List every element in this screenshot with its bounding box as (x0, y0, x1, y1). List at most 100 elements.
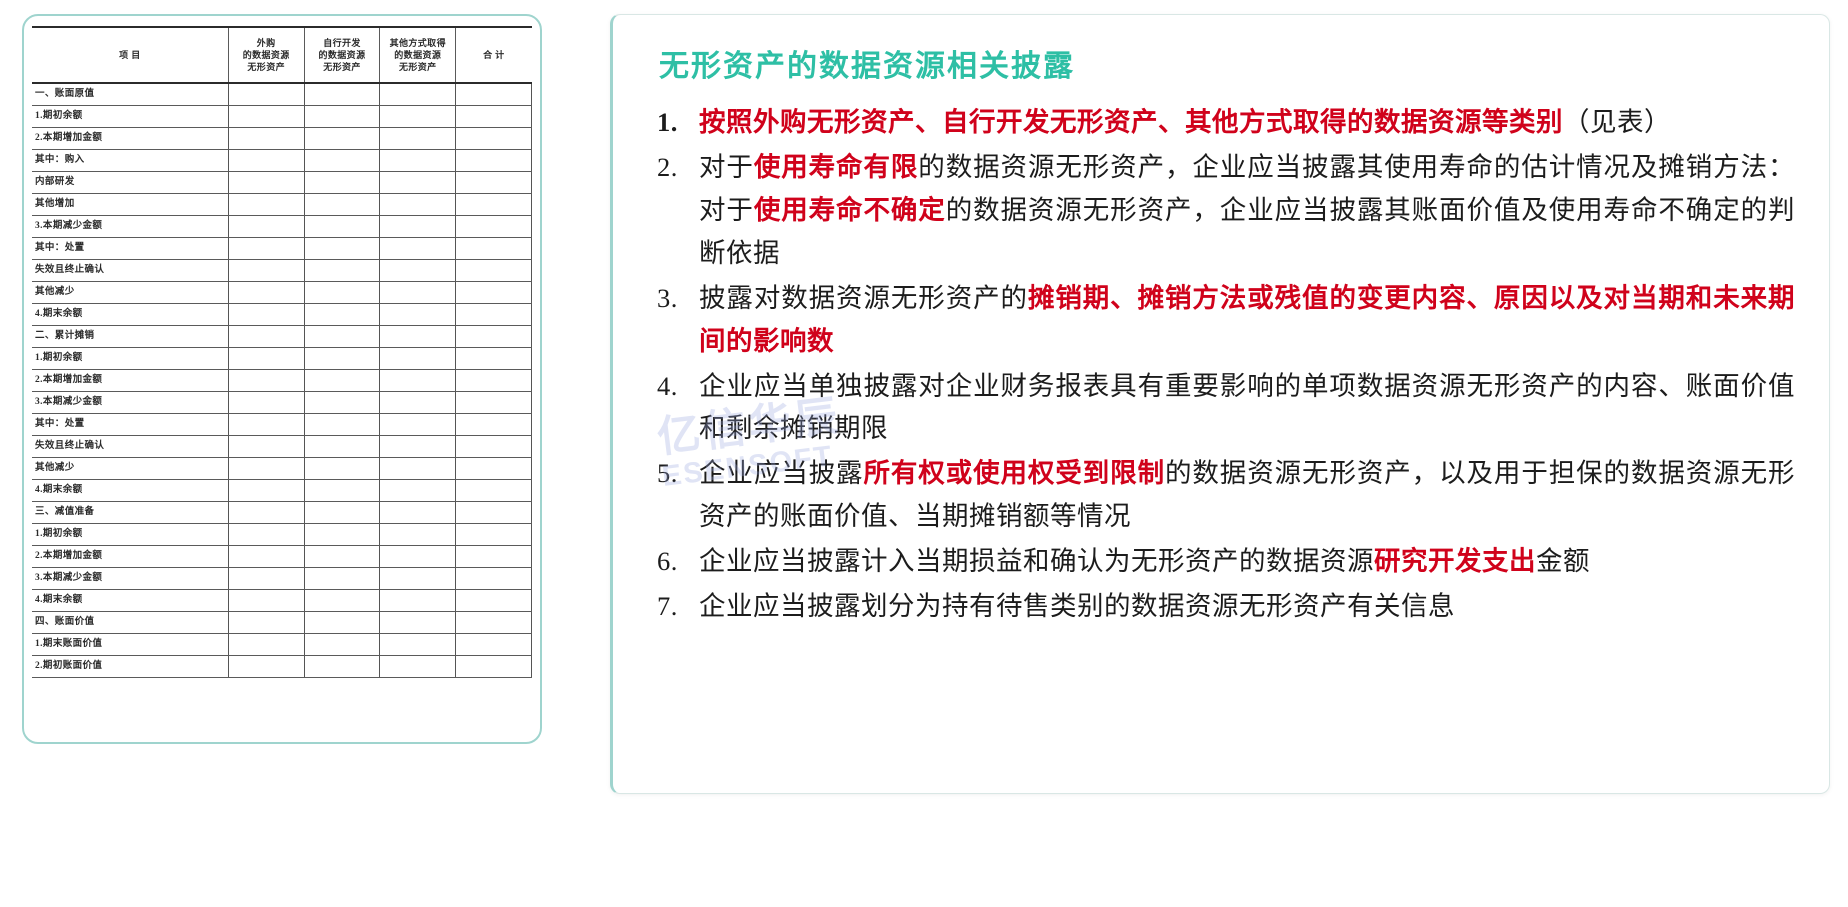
table-cell-purchased (228, 589, 305, 612)
table-cell-other (379, 127, 457, 150)
body-text: 企业应当披露计入当期损益和确认为无形资产的数据资源 (699, 546, 1374, 577)
header-line: 的数据资源 (318, 49, 366, 60)
table-cell-self_developed (304, 149, 381, 172)
financial-table-card: 项 目外购 的数据资源 无形资产 自行开发 的数据资源 无形资产 其他方式取得 的数据资源 无形… (22, 14, 542, 744)
table-cell-total (455, 413, 532, 436)
disclosure-item-5: 企业应当披露所有权或使用权受到限制的数据资源无形资产，以及用于担保的数据资源无形… (655, 452, 1795, 538)
table-row-label: 四、账面价值 (32, 611, 229, 634)
table-row-label: 其中：处置 (32, 413, 229, 436)
table-cell-other (379, 611, 457, 634)
disclosure-card: 亿信华辰 ESENSOFT 无形资产的数据资源相关披露 按照外购无形资产、自行开… (610, 14, 1830, 794)
disclosure-item-4: 企业应当单独披露对企业财务报表具有重要影响的单项数据资源无形资产的内容、账面价值… (655, 365, 1795, 451)
table-cell-purchased (228, 611, 305, 634)
header-line: 的数据资源 (394, 49, 442, 60)
table-cell-other (379, 391, 457, 414)
table-header: 项 目外购 的数据资源 无形资产 自行开发 的数据资源 无形资产 其他方式取得 的数据资源 无形… (32, 26, 532, 84)
table-cell-self_developed (304, 127, 381, 150)
table-cell-total (455, 281, 532, 304)
table-cell-purchased (228, 369, 305, 392)
table-row-label: 其中：购入 (32, 149, 229, 172)
table-cell-total (455, 303, 532, 326)
table-cell-other (379, 237, 457, 260)
highlighted-text: 使用寿命有限 (753, 151, 919, 182)
header-line: 自行开发 (323, 37, 361, 48)
table-cell-other (379, 479, 457, 502)
table-row-label: 二、累计摊销 (32, 325, 229, 348)
table-cell-purchased (228, 105, 305, 128)
table-row: 3.本期减少金额 (32, 215, 532, 238)
table-row-label: 其他增加 (32, 193, 229, 216)
table-cell-other (379, 523, 457, 546)
table-row-label: 2.期初账面价值 (32, 655, 229, 678)
disclosure-list: 按照外购无形资产、自行开发无形资产、其他方式取得的数据资源等类别（见表） 对于使用… (655, 101, 1795, 628)
table-cell-self_developed (304, 369, 381, 392)
table-cell-total (455, 82, 532, 106)
table-row-label: 3.本期减少金额 (32, 391, 229, 414)
table-row: 3.本期减少金额 (32, 391, 532, 414)
table-body: 一、账面原值 1.期初余额 2.本期增加金额 其中：购入 内部研发 其他增加 3.本期减少金… (32, 82, 532, 678)
table-cell-purchased (228, 391, 305, 414)
body-text: 的数据资源无形资产，企业应当披露其使用寿命的估计情况及摊销方法：对于 (699, 151, 1796, 225)
table-cell-other (379, 259, 457, 282)
table-row: 2.本期增加金额 (32, 369, 532, 392)
header-line: 无形资产 (247, 62, 285, 73)
table-cell-self_developed (304, 457, 381, 480)
table-row: 1.期初余额 (32, 105, 532, 128)
highlighted-text: 摊销期、摊销方法或残值的变更内容、原因以及对当期和未来期间的影响数 (699, 282, 1796, 356)
table-cell-other (379, 215, 457, 238)
table-row: 四、账面价值 (32, 611, 532, 634)
table-cell-total (455, 171, 532, 194)
table-cell-purchased (228, 633, 305, 656)
table-row: 其中：处置 (32, 237, 532, 260)
table-cell-purchased (228, 127, 305, 150)
table-cell-total (455, 259, 532, 282)
table-cell-other (379, 325, 457, 348)
table-cell-self_developed (304, 215, 381, 238)
table-cell-self_developed (304, 347, 381, 370)
table-header-total: 合 计 (455, 26, 532, 84)
table-row-label: 3.本期减少金额 (32, 215, 229, 238)
table-row-label: 失效且终止确认 (32, 435, 229, 458)
table-cell-purchased (228, 259, 305, 282)
table-cell-self_developed (304, 479, 381, 502)
table-row: 其中：处置 (32, 413, 532, 436)
table-row-label: 一、账面原值 (32, 82, 229, 106)
table-row: 3.本期减少金额 (32, 567, 532, 590)
table-cell-purchased (228, 149, 305, 172)
table-row-label: 其中：处置 (32, 237, 229, 260)
disclosure-item-7: 企业应当披露划分为持有待售类别的数据资源无形资产有关信息 (655, 585, 1795, 628)
table-cell-self_developed (304, 171, 381, 194)
table-row-label: 4.期末余额 (32, 589, 229, 612)
header-line: 合 计 (483, 49, 505, 60)
body-text: （见表） (1563, 107, 1671, 137)
table-cell-other (379, 589, 457, 612)
table-cell-other (379, 193, 457, 216)
table-row: 1.期末账面价值 (32, 633, 532, 656)
table-cell-purchased (228, 237, 305, 260)
table-row-label: 失效且终止确认 (32, 259, 229, 282)
body-text: 金额 (1536, 546, 1590, 577)
table-header-other: 其他方式取得 的数据资源 无形资产 (379, 26, 457, 84)
table-pane: 项 目外购 的数据资源 无形资产 自行开发 的数据资源 无形资产 其他方式取得 的数据资源 无形… (0, 0, 600, 907)
table-row: 2.期初账面价值 (32, 655, 532, 678)
table-cell-total (455, 589, 532, 612)
table-cell-other (379, 82, 457, 106)
table-cell-total (455, 369, 532, 392)
table-cell-total (455, 105, 532, 128)
table-row: 2.本期增加金额 (32, 127, 532, 150)
table-cell-self_developed (304, 281, 381, 304)
table-row-label: 1.期末账面价值 (32, 633, 229, 656)
table-row: 1.期初余额 (32, 523, 532, 546)
table-cell-total (455, 501, 532, 524)
table-cell-total (455, 347, 532, 370)
table-row: 二、累计摊销 (32, 325, 532, 348)
table-row-label: 内部研发 (32, 171, 229, 194)
header-line: 的数据资源 (242, 49, 290, 60)
table-cell-self_developed (304, 325, 381, 348)
table-row: 其他减少 (32, 281, 532, 304)
table-cell-other (379, 149, 457, 172)
table-cell-other (379, 303, 457, 326)
table-cell-self_developed (304, 523, 381, 546)
disclosure-item-6: 企业应当披露计入当期损益和确认为无形资产的数据资源研究开发支出金额 (655, 540, 1795, 583)
